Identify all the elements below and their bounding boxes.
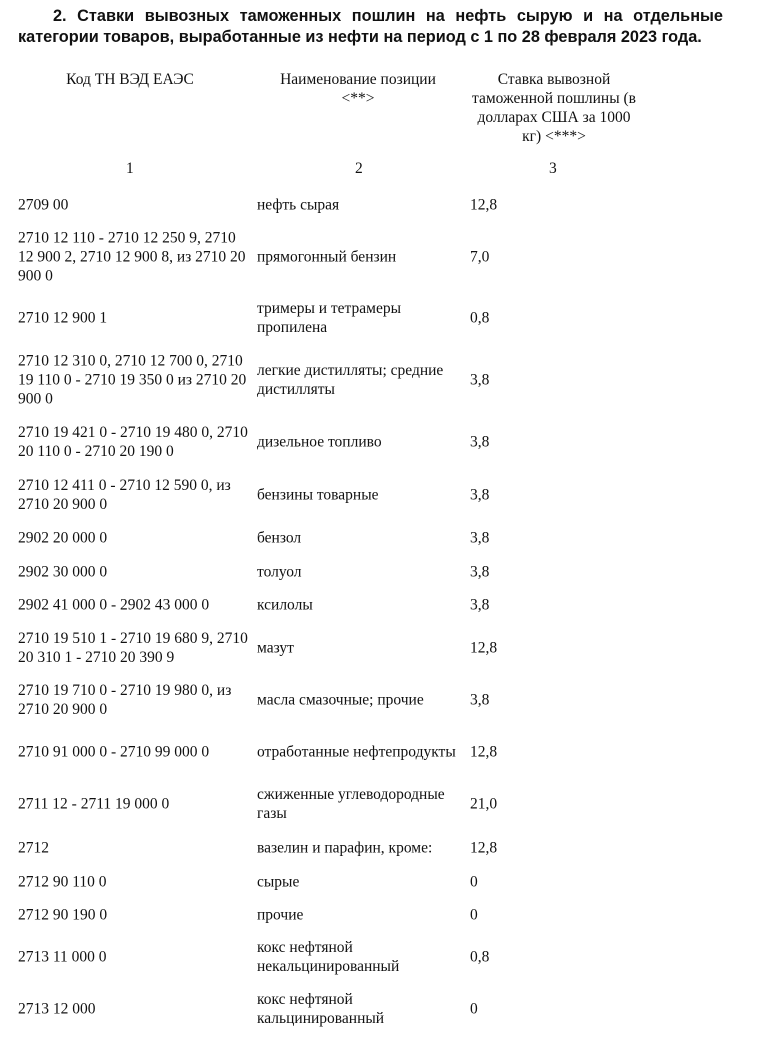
rate-cell: 12,8 [470,639,498,657]
column-number-1: 1 [126,160,134,177]
name-cell: нефть сырая [257,196,340,214]
rate-cell: 7,0 [470,248,490,266]
table-row: 2710 19 710 0 - 2710 19 980 0, из 2710 2… [0,670,765,730]
rate-cell: 3,8 [470,596,490,614]
name-cell: масла смазочные; прочие [257,691,424,709]
code-cell: 2712 [18,839,49,857]
table-row: 2710 19 421 0 - 2710 19 480 0, 2710 20 1… [0,412,765,472]
table-row: 2710 12 411 0 - 2710 12 590 0, из 2710 2… [0,465,765,525]
name-cell: вазелин и парафин, кроме: [257,839,433,857]
code-cell: 2710 91 000 0 - 2710 99 000 0 [18,743,210,761]
code-cell: 2711 12 - 2711 19 000 0 [18,795,170,813]
header-rate: Ставка вывозной таможенной пошлины (в до… [472,71,636,145]
rate-cell: 12,8 [470,839,498,857]
table-row: 2709 00 нефть сырая 12,8 [0,175,765,235]
table-row: 2710 19 510 1 - 2710 19 680 9, 2710 20 3… [0,618,765,678]
table-row: 2710 12 110 - 2710 12 250 9, 2710 12 900… [0,227,765,287]
rate-cell: 0 [470,873,478,891]
name-cell: бензины товарные [257,486,379,504]
rate-cell: 12,8 [470,196,498,214]
code-cell: 2710 19 510 1 - 2710 19 680 9, 2710 20 3… [18,630,248,666]
code-cell: 2710 12 411 0 - 2710 12 590 0, из 2710 2… [18,477,231,513]
name-cell: толуол [257,563,302,581]
name-cell: прочие [257,906,304,924]
table-row: 2711 12 - 2711 19 000 0 сжиженные углевод… [0,774,765,834]
code-cell: 2710 19 710 0 - 2710 19 980 0, из 2710 2… [18,682,232,718]
name-cell: бензол [257,529,302,547]
name-cell: сжиженные углеводородные газы [257,786,445,822]
column-number-2: 2 [355,160,363,177]
name-cell: прямогонный бензин [257,248,397,266]
table-row: 2710 91 000 0 - 2710 99 000 0 отработанны… [0,722,765,782]
table-row: 2712 90 110 0 сырые 0 [0,852,765,912]
code-cell: 2710 12 310 0, 2710 12 700 0, 2710 19 11… [18,352,247,408]
name-cell: тримеры и тетрамеры пропилена [257,300,402,336]
name-cell: отработанные нефтепродукты [257,743,456,761]
rate-cell: 12,8 [470,743,498,761]
rate-cell: 0,8 [470,309,490,327]
table-row: 2713 11 000 0 кокс нефтяной некальциниров… [0,927,765,987]
section-title: 2. Ставки вывозных таможенных пошлин на … [18,7,723,46]
rate-cell: 0 [470,1000,478,1018]
table-row: 2710 12 310 0, 2710 12 700 0, 2710 19 11… [0,350,765,410]
rate-cell: 3,8 [470,691,490,709]
table-row: 2902 30 000 0 толуол 3,8 [0,542,765,602]
code-cell: 2710 12 110 - 2710 12 250 9, 2710 12 900… [18,229,246,285]
table-row: 2902 41 000 0 - 2902 43 000 0 ксилолы 3,8 [0,575,765,635]
rate-cell: 21,0 [470,795,498,813]
table-row: 2902 20 000 0 бензол 3,8 [0,508,765,568]
code-cell: 2710 19 421 0 - 2710 19 480 0, 2710 20 1… [18,424,248,460]
rate-cell: 3,8 [470,486,490,504]
name-cell: сырые [257,873,300,891]
name-cell: дизельное топливо [257,433,382,451]
code-cell: 2902 20 000 0 [18,529,108,547]
header-code: Код ТН ВЭД ЕАЭС [66,71,194,88]
name-cell: легкие дистилляты; средние дистилляты [257,362,444,398]
rate-cell: 3,8 [470,563,490,581]
table-row: 2712 вазелин и парафин, кроме: 12,8 [0,818,765,878]
rate-cell: 0 [470,906,478,924]
code-cell: 2713 11 000 0 [18,948,107,966]
name-cell: кокс нефтяной кальцинированный [257,991,385,1027]
code-cell: 2712 90 190 0 [18,906,108,924]
header-name: Наименование позиции <**> [280,71,436,107]
rate-cell: 3,8 [470,433,490,451]
table-row: 2712 90 190 0 прочие 0 [0,885,765,945]
table-row: 2710 12 900 1 тримеры и тетрамеры пропиле… [0,288,765,348]
rate-cell: 3,8 [470,529,490,547]
column-number-3: 3 [549,160,557,177]
name-cell: мазут [257,639,294,657]
code-cell: 2712 90 110 0 [18,873,107,891]
name-cell: кокс нефтяной некальцинированный [257,939,400,975]
name-cell: ксилолы [257,596,313,614]
rate-cell: 0,8 [470,948,490,966]
code-cell: 2713 12 000 [18,1000,96,1018]
table-row: 2713 12 000 кокс нефтяной кальцинированны… [0,979,765,1039]
code-cell: 2710 12 900 1 [18,309,108,327]
code-cell: 2709 00 [18,196,69,214]
rate-cell: 3,8 [470,371,490,389]
code-cell: 2902 41 000 0 - 2902 43 000 0 [18,596,210,614]
code-cell: 2902 30 000 0 [18,563,108,581]
